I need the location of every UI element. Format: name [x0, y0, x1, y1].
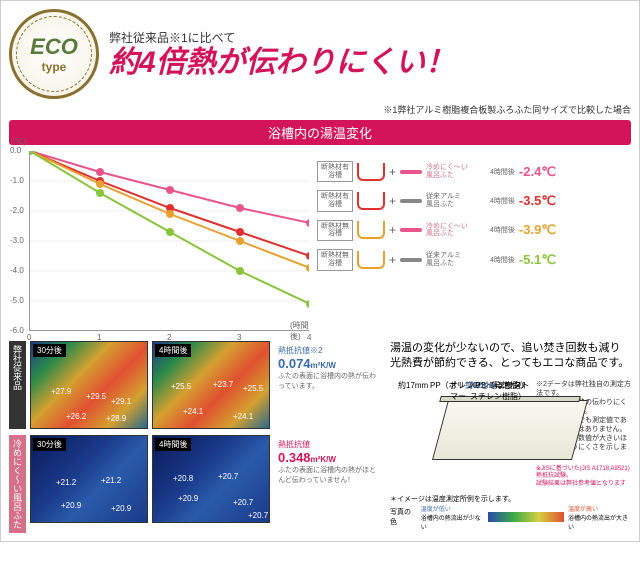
thermal-image: 30分後+21.2+21.2+20.9+20.9	[30, 435, 148, 523]
gradient-bar	[488, 512, 564, 522]
eco-type: type	[42, 60, 67, 74]
thermal-image: 4時間後+20.8+20.7+20.9+20.7+20.7	[152, 435, 270, 523]
legend-item: 断熱材有 浴槽 + 冷めにく～い 風呂ふた 4時間後 -2.4℃	[317, 161, 631, 182]
thermal-section: 弊社従来品30分後+27.9+29.5+29.1+26.2+28.94時間後+2…	[9, 341, 631, 533]
chart-banner: 浴槽内の湯温変化	[9, 120, 631, 145]
legend-item: 断熱材有 浴槽 + 従来アルミ 風呂ふた 4時間後 -3.5℃	[317, 190, 631, 211]
legend-item: 断熱材無 浴槽 + 従来アルミ 風呂ふた 4時間後 -5.1℃	[317, 249, 631, 270]
thermal-image: 30分後+27.9+29.5+29.1+26.2+28.9	[30, 341, 148, 429]
color-scale-note: ＊イメージは温度測定所例を示します。	[390, 494, 631, 504]
thermal-image: 4時間後+25.5+23.7+25.5+24.1+24.1	[152, 341, 270, 429]
chart-legend: 断熱材有 浴槽 + 冷めにく～い 風呂ふた 4時間後 -2.4℃ 断熱材有 浴槽 …	[317, 151, 631, 331]
eco-text: ECO	[30, 34, 78, 60]
headline: 約4倍熱が伝わりにくい！	[109, 46, 631, 79]
footnote-1: ※1弊社アルミ樹脂複合板製ふろふた同サイズで比較した場合	[9, 103, 631, 116]
legend-item: 断熱材無 浴槽 + 冷めにく～い 風呂ふた 4時間後 -3.9℃	[317, 220, 631, 241]
temperature-chart: 0.0-1.0-2.0-3.0-4.0-5.0-6.001234(℃)(時間後)	[29, 151, 309, 331]
eco-badge: ECO type	[9, 9, 99, 99]
description: 湯温の変化が少ないので、追い焚き回数も減り光熱費が節約できる、とってもエコな商品…	[390, 341, 631, 372]
cross-section-diagram: オレフィン系エラストマー PP（ポリプロピレン樹脂） XPS（発泡ポリスチレン樹…	[390, 380, 530, 490]
subheadline: 弊社従来品※1に比べて	[109, 29, 631, 46]
